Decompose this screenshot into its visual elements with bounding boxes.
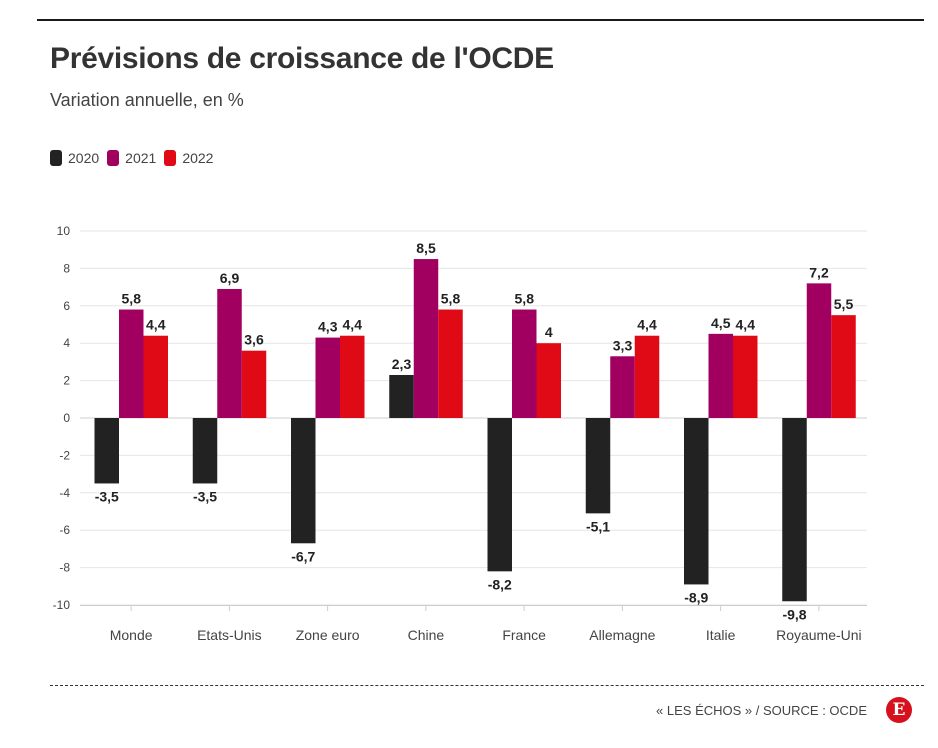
x-tick-label: France	[502, 627, 546, 643]
les-echos-logo: E	[886, 697, 912, 723]
y-tick-label: -4	[59, 486, 70, 500]
footer-divider	[50, 685, 924, 686]
bar-2020	[291, 418, 316, 544]
chart-title: Prévisions de croissance de l'OCDE	[50, 42, 554, 75]
x-tick-label: Italie	[706, 627, 736, 643]
y-tick-label: 8	[63, 261, 70, 275]
x-tick-label: Zone euro	[296, 627, 360, 643]
bar-2021	[708, 333, 733, 418]
bar-2022	[733, 335, 758, 418]
data-label-2021: 3,3	[613, 337, 633, 353]
legend-label-2021: 2021	[125, 150, 157, 166]
bar-2021	[119, 309, 144, 418]
top-rule	[37, 19, 924, 21]
data-label-2022: 3,6	[244, 332, 264, 348]
data-label-2022: 4,4	[637, 317, 657, 333]
data-label-2021: 7,2	[809, 264, 829, 280]
data-label-2020: 2,3	[392, 356, 412, 372]
x-tick-label: Royaume-Uni	[776, 627, 862, 643]
legend-swatch-2022	[164, 150, 177, 166]
legend-swatch-2020	[50, 150, 62, 166]
data-label-2021: 5,8	[515, 291, 535, 307]
y-tick-label: 10	[57, 224, 71, 238]
x-tick-label: Chine	[408, 627, 445, 643]
data-label-2020: -8,9	[684, 589, 708, 605]
y-tick-label: -2	[59, 448, 70, 462]
y-tick-label: 0	[63, 411, 70, 425]
bar-2021	[512, 309, 537, 418]
bar-2022	[241, 350, 267, 418]
bar-2020	[389, 374, 414, 418]
data-label-2020: -3,5	[95, 488, 119, 504]
legend-item-2022: 2022	[164, 150, 213, 166]
data-label-2022: 5,8	[441, 291, 461, 307]
data-label-2020: -3,5	[193, 488, 217, 504]
y-tick-label: 2	[63, 374, 70, 388]
source-credit: « LES ÉCHOS » / SOURCE : OCDE	[656, 703, 867, 718]
y-tick-label: 4	[63, 336, 70, 350]
data-label-2020: -9,8	[782, 606, 806, 622]
data-label-2020: -8,2	[488, 576, 512, 592]
data-label-2020: -5,1	[586, 518, 610, 534]
data-label-2021: 4,3	[318, 319, 338, 335]
data-label-2022: 4	[545, 324, 553, 340]
bar-2022	[340, 335, 365, 418]
bar-2021	[217, 288, 242, 418]
legend-item-2021: 2021	[107, 150, 156, 166]
legend-label-2022: 2022	[182, 150, 214, 166]
bar-2021	[315, 337, 340, 418]
y-tick-label: -6	[59, 523, 70, 537]
bar-2020	[192, 418, 218, 484]
bar-2020	[487, 418, 512, 572]
bar-2022	[536, 343, 561, 418]
x-tick-label: Etats-Unis	[197, 627, 262, 643]
y-tick-label: 6	[63, 299, 70, 313]
data-label-2021: 5,8	[122, 291, 142, 307]
legend-swatch-2021	[107, 150, 120, 166]
bar-2022	[634, 335, 660, 418]
data-label-2021: 8,5	[416, 240, 436, 256]
data-label-2021: 4,5	[711, 315, 731, 331]
x-tick-label: Allemagne	[589, 627, 655, 643]
y-tick-label: -8	[59, 561, 70, 575]
legend: 2020 2021 2022	[50, 150, 221, 166]
legend-label-2020: 2020	[68, 150, 100, 166]
bar-2020	[585, 418, 611, 514]
data-label-2021: 6,9	[220, 270, 240, 286]
data-label-2020: -6,7	[291, 548, 315, 564]
bar-2022	[831, 315, 856, 418]
y-tick-label: -10	[53, 598, 71, 612]
bar-2020	[94, 418, 119, 484]
logo-letter: E	[892, 700, 906, 720]
bar-2020	[782, 418, 807, 602]
bar-2020	[684, 418, 709, 585]
bar-2021	[806, 283, 832, 418]
chart-subtitle: Variation annuelle, en %	[50, 90, 244, 110]
bar-2021	[413, 259, 439, 418]
data-label-2022: 4,4	[343, 317, 363, 333]
data-label-2022: 4,4	[146, 317, 166, 333]
x-tick-label: Monde	[110, 627, 153, 643]
legend-item-2020: 2020	[50, 150, 99, 166]
data-label-2022: 4,4	[736, 317, 756, 333]
bar-2021	[610, 356, 635, 418]
data-label-2022: 5,5	[834, 296, 854, 312]
bar-2022	[438, 309, 463, 418]
bar-2022	[143, 335, 168, 418]
